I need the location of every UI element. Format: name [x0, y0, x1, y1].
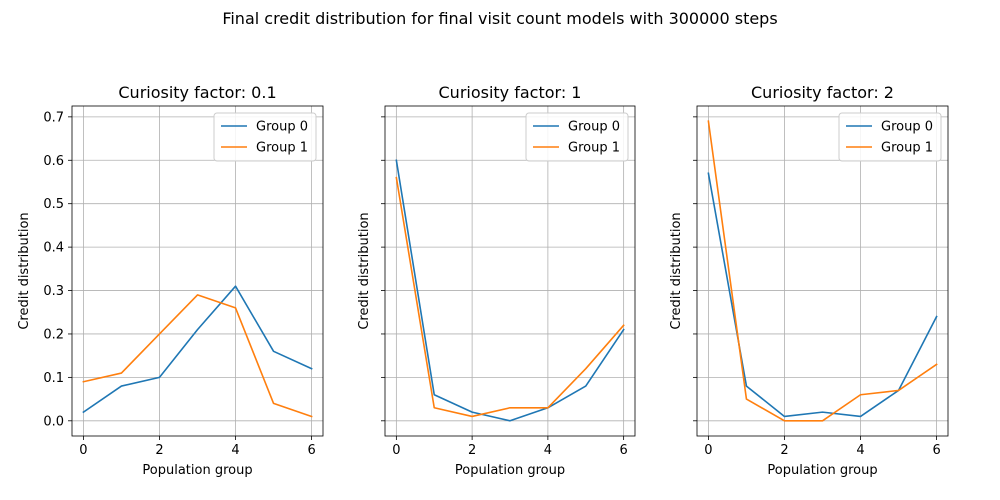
subplots: 0 2 4 6 0.0 0.1 0.2 0.3 0.4 0.5 0.6 0.7 Curiosity fa… — [17, 83, 949, 478]
y-tick-label: 0.3 — [43, 284, 64, 299]
x-axis-label: Population group — [455, 463, 565, 478]
legend-label: Group 0 — [256, 120, 308, 135]
legend-label: Group 1 — [256, 141, 308, 156]
legend-label: Group 1 — [881, 141, 933, 156]
x-tick-label: 2 — [155, 443, 163, 458]
subplot-title: Curiosity factor: 0.1 — [118, 83, 276, 102]
x-tick-label: 6 — [307, 443, 315, 458]
legend-label: Group 1 — [568, 141, 620, 156]
y-tick-label: 0.6 — [43, 154, 64, 169]
x-tick-label: 2 — [468, 443, 476, 458]
legend: Group 0 Group 1 — [213, 112, 317, 162]
subplot-title: Curiosity factor: 1 — [439, 83, 582, 102]
x-tick-label: 2 — [780, 443, 788, 458]
x-tick-label: 4 — [544, 443, 552, 458]
legend-box — [525, 112, 629, 162]
legend-box — [213, 112, 317, 162]
y-tick-label: 0.0 — [43, 414, 64, 429]
legend: Group 0 Group 1 — [525, 112, 629, 162]
x-tick-label: 4 — [856, 443, 864, 458]
series-line-0 — [707, 172, 938, 418]
y-axis-label: Credit distribution — [669, 212, 684, 329]
x-tick-label: 6 — [932, 443, 940, 458]
legend-label: Group 0 — [568, 120, 620, 135]
y-tick-label: 0.5 — [43, 197, 64, 212]
x-tick-label: 4 — [231, 443, 239, 458]
y-tick-label: 0.7 — [43, 110, 64, 125]
figure-title: Final credit distribution for final visi… — [222, 9, 777, 28]
legend-box — [838, 112, 942, 162]
x-tick-label: 0 — [392, 443, 400, 458]
x-axis-label: Population group — [142, 463, 252, 478]
series-line-0 — [395, 159, 625, 422]
subplot-title: Curiosity factor: 2 — [751, 83, 894, 102]
series-line-1 — [82, 294, 313, 418]
y-axis-label: Credit distribution — [357, 212, 372, 329]
x-axis-label: Population group — [767, 463, 877, 478]
axes-frame — [384, 105, 636, 437]
subplot-1: 0 2 4 6 Curiosity factor: 1 Population group C… — [357, 83, 636, 478]
axes-frame — [71, 105, 324, 437]
legend: Group 0 Group 1 — [838, 112, 942, 162]
y-tick-label: 0.1 — [43, 371, 64, 386]
series-line-0 — [82, 285, 313, 414]
x-tick-label: 6 — [619, 443, 627, 458]
x-tick-label: 0 — [704, 443, 712, 458]
axes-frame — [696, 105, 949, 437]
legend-label: Group 0 — [881, 120, 933, 135]
y-tick-label: 0.4 — [43, 241, 64, 256]
subplot-2: 0 2 4 6 Curiosity factor: 2 Population group C… — [669, 83, 949, 478]
series-line-1 — [395, 176, 625, 418]
y-axis-label: Credit distribution — [17, 212, 32, 329]
y-tick-label: 0.2 — [43, 327, 64, 342]
subplot-0: 0 2 4 6 0.0 0.1 0.2 0.3 0.4 0.5 0.6 0.7 Curiosity fa… — [17, 83, 324, 478]
x-tick-label: 0 — [79, 443, 87, 458]
series-line-1 — [707, 120, 938, 422]
